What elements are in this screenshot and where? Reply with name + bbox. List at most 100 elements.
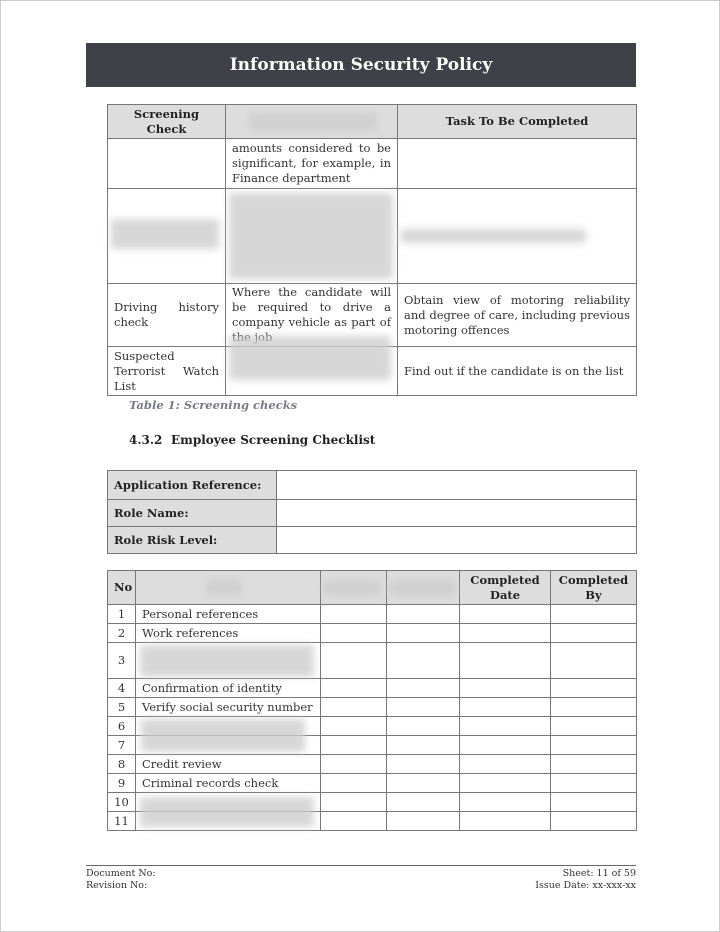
check-item: Personal references xyxy=(135,604,321,624)
entry-cell[interactable] xyxy=(320,792,387,812)
redacted-block xyxy=(140,797,314,827)
header-cell: Completed By xyxy=(550,570,637,605)
entry-cell[interactable] xyxy=(386,735,460,755)
checklist-table: No Completed Date Completed By 1 Personal… xyxy=(107,570,637,831)
cell: Find out if the candidate is on the list xyxy=(397,346,637,396)
entry-cell[interactable] xyxy=(550,792,637,812)
entry-cell[interactable] xyxy=(320,697,387,717)
entry-cell[interactable] xyxy=(386,642,460,679)
sheet-number: Sheet: 11 of 59 xyxy=(562,868,636,879)
table-row: 5 Verify social security number xyxy=(107,697,637,717)
check-item: Work references xyxy=(135,623,321,643)
cell: amounts considered to be significant, fo… xyxy=(225,138,398,189)
check-item: Verify social security number xyxy=(135,697,321,717)
redacted-block xyxy=(323,580,381,596)
entry-cell[interactable] xyxy=(459,697,551,717)
cell xyxy=(397,138,637,189)
entry-cell[interactable] xyxy=(386,773,460,793)
entry-cell[interactable] xyxy=(320,623,387,643)
table-row: 8 Credit review xyxy=(107,754,637,774)
entry-cell[interactable] xyxy=(550,811,637,831)
row-number: 5 xyxy=(107,697,136,717)
entry-cell[interactable] xyxy=(459,623,551,643)
cell: Suspected Terrorist Watch List xyxy=(107,346,226,396)
page-title: Information Security Policy xyxy=(86,43,636,87)
entry-cell[interactable] xyxy=(459,604,551,624)
entry-cell[interactable] xyxy=(386,678,460,698)
entry-cell[interactable] xyxy=(459,642,551,679)
entry-cell[interactable] xyxy=(459,792,551,812)
entry-cell[interactable] xyxy=(459,716,551,736)
table-row: Role Risk Level: xyxy=(107,526,637,554)
entry-cell[interactable] xyxy=(386,792,460,812)
header-cell: Screening Check xyxy=(107,104,226,139)
entry-cell[interactable] xyxy=(320,604,387,624)
entry-cell[interactable] xyxy=(550,754,637,774)
entry-cell[interactable] xyxy=(459,773,551,793)
table-row: 4 Confirmation of identity xyxy=(107,678,637,698)
issue-date: Issue Date: xx-xxx-xx xyxy=(535,880,636,891)
entry-cell[interactable] xyxy=(320,735,387,755)
section-number: 4.3.2 xyxy=(129,433,163,447)
table-row: Role Name: xyxy=(107,499,637,527)
header-cell: Completed Date xyxy=(459,570,551,605)
row-number: 11 xyxy=(107,811,136,831)
row-number: 9 xyxy=(107,773,136,793)
entry-cell[interactable] xyxy=(386,604,460,624)
role-risk-level-field[interactable] xyxy=(276,526,637,554)
cell: Obtain view of motoring reliability and … xyxy=(397,283,637,347)
redacted-block xyxy=(389,580,455,596)
redacted-block xyxy=(111,219,219,249)
entry-cell[interactable] xyxy=(459,735,551,755)
table-row: 2 Work references xyxy=(107,623,637,643)
entry-cell[interactable] xyxy=(550,735,637,755)
application-reference-label: Application Reference: xyxy=(107,470,277,500)
entry-cell[interactable] xyxy=(386,754,460,774)
row-number: 3 xyxy=(107,642,136,679)
table-header-row: No Completed Date Completed By xyxy=(107,570,637,605)
entry-cell[interactable] xyxy=(459,811,551,831)
section-heading: Employee Screening Checklist xyxy=(171,433,376,447)
row-number: 7 xyxy=(107,735,136,755)
table-row: amounts considered to be significant, fo… xyxy=(107,138,637,189)
row-number: 4 xyxy=(107,678,136,698)
role-risk-level-label: Role Risk Level: xyxy=(107,526,277,554)
row-number: 6 xyxy=(107,716,136,736)
redacted-block xyxy=(141,719,305,752)
entry-cell[interactable] xyxy=(386,716,460,736)
entry-cell[interactable] xyxy=(386,623,460,643)
entry-cell[interactable] xyxy=(386,811,460,831)
info-table: Application Reference: Role Name: Role R… xyxy=(107,470,637,554)
entry-cell[interactable] xyxy=(550,773,637,793)
page-footer: Document No: Revision No: Sheet: 11 of 5… xyxy=(86,865,636,892)
entry-cell[interactable] xyxy=(459,678,551,698)
entry-cell[interactable] xyxy=(550,604,637,624)
entry-cell[interactable] xyxy=(386,697,460,717)
entry-cell[interactable] xyxy=(459,754,551,774)
header-cell: No xyxy=(107,570,136,605)
entry-cell[interactable] xyxy=(550,678,637,698)
role-name-field[interactable] xyxy=(276,499,637,527)
entry-cell[interactable] xyxy=(550,697,637,717)
check-item: Credit review xyxy=(135,754,321,774)
entry-cell[interactable] xyxy=(320,678,387,698)
entry-cell[interactable] xyxy=(320,773,387,793)
document-no: Document No: xyxy=(86,868,156,879)
row-number: 2 xyxy=(107,623,136,643)
table-caption: Table 1: Screening checks xyxy=(129,398,298,412)
entry-cell[interactable] xyxy=(320,754,387,774)
role-name-label: Role Name: xyxy=(107,499,277,527)
redacted-block xyxy=(140,645,314,677)
entry-cell[interactable] xyxy=(550,642,637,679)
entry-cell[interactable] xyxy=(320,716,387,736)
application-reference-field[interactable] xyxy=(276,470,637,500)
redacted-block xyxy=(249,113,377,131)
row-number: 8 xyxy=(107,754,136,774)
entry-cell[interactable] xyxy=(550,623,637,643)
entry-cell[interactable] xyxy=(320,811,387,831)
row-number: 10 xyxy=(107,792,136,812)
entry-cell[interactable] xyxy=(550,716,637,736)
entry-cell[interactable] xyxy=(320,642,387,679)
check-item: Confirmation of identity xyxy=(135,678,321,698)
